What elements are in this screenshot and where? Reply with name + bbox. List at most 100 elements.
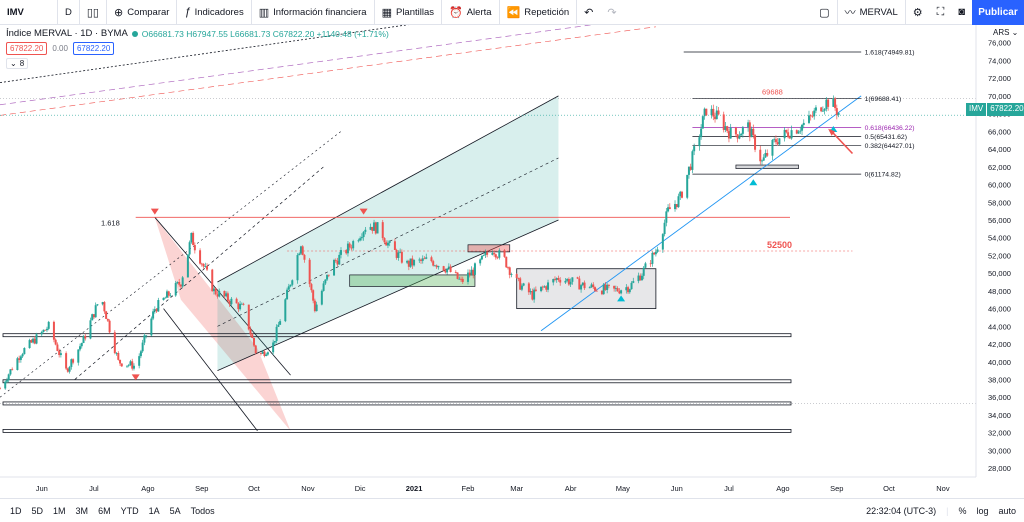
candle-body [801,124,804,131]
auto-toggle[interactable]: auto [998,505,1016,516]
candle-body [84,335,87,339]
candle-body [223,290,226,297]
candle-body [607,284,610,286]
fullscreen-button[interactable]: ⛶ [930,0,952,25]
range-button-ytd[interactable]: YTD [120,505,139,516]
time-tick-label: 2021 [406,484,423,493]
candle-body [237,303,240,310]
candle-body [345,250,348,254]
price-tick-label: 52,000 [988,251,1011,260]
price-tick-label: 28,000 [988,464,1011,473]
candle-body [680,191,683,198]
chart-style-button[interactable]: ▯▯ [80,0,107,25]
candle-body [557,278,560,280]
range-button-1a[interactable]: 1A [148,505,160,516]
candle-body [639,275,642,281]
alert-button[interactable]: ⏰ Alerta [442,0,500,25]
candle-body [265,354,268,357]
level-label-52500: 52500 [767,240,792,250]
function-icon: ƒ [184,6,191,18]
candle-body [701,116,704,129]
candle-body [204,266,207,267]
indicators-label: Indicadores [194,6,244,18]
financials-button[interactable]: ▥ Información financiera [252,0,375,25]
candle-body [444,270,447,273]
candle-body [286,289,289,300]
time-tick-label: Feb [462,484,475,493]
candle-body [299,246,302,254]
candle-body [235,298,238,304]
candle-body [425,257,428,259]
candle-body [821,110,824,112]
candle-body [352,241,355,249]
candle-body [764,153,767,158]
range-button-5a[interactable]: 5A [169,505,181,516]
layout-button[interactable]: ▢ [812,0,836,25]
interval-button[interactable]: D [58,0,80,25]
range-button-1m[interactable]: 1M [53,505,66,516]
templates-button[interactable]: ▦ Plantillas [375,0,443,25]
candle-body [665,211,668,223]
clock-label[interactable]: 22:32:04 (UTC-3) [866,505,937,516]
candle-body [115,352,118,354]
candle-body [132,365,135,369]
price-tick-label: 40,000 [988,358,1011,367]
candle-body [193,245,196,251]
candle-body [433,265,436,267]
chart-area[interactable]: 1.618 52500 1.618(74949.81) 1(69688.41) 0.61… [0,25,1024,498]
ask-pill[interactable]: 67822.20 [72,42,115,55]
candle-body [820,107,823,112]
candle-body [11,369,14,371]
candle-body [437,266,440,268]
range-button-6m[interactable]: 6M [98,505,111,516]
candle-body [45,328,48,331]
candle-body [359,238,362,241]
undo-button[interactable]: ↶ [577,0,600,25]
candle-body [832,98,835,107]
percent-toggle[interactable]: % [958,505,967,516]
legend-title: Índice MERVAL · 1D · BYMA [6,28,128,39]
price-tick-label: 36,000 [988,393,1011,402]
range-button-todos[interactable]: Todos [190,505,215,516]
candle-body [152,311,155,319]
time-tick-label: Oct [248,484,261,493]
range-button-3m[interactable]: 3M [75,505,89,516]
candle-body [9,369,12,375]
redo-button[interactable]: ↷ [600,0,623,25]
candle-body [162,297,165,301]
candle-body [461,278,464,282]
range-button-5d[interactable]: 5D [31,505,44,516]
candle-body [435,265,438,268]
candle-body [482,255,485,256]
range-button-1d[interactable]: 1D [10,505,22,516]
indicators-toggle[interactable]: ⌄ 8 [6,58,29,69]
price-tick-label: 66,000 [988,127,1011,136]
candle-body [16,358,19,371]
candle-body [505,256,508,268]
bid-pill[interactable]: 67822.20 [6,42,48,55]
log-toggle[interactable]: log [976,505,989,516]
candle-body [298,253,301,256]
replay-button[interactable]: ⏪ Repetición [500,0,578,25]
symbol-right-label: MERVAL [859,6,898,18]
symbol-search[interactable]: IMV [0,0,58,25]
currency-label[interactable]: ARS ⌄ [993,28,1018,37]
compare-button[interactable]: ⊕ Comparar [107,0,178,25]
indicators-button[interactable]: ƒ Indicadores [177,0,252,25]
down-arrow-marker [150,208,159,215]
candle-body [339,250,342,255]
candle-body [600,290,603,295]
snapshot-button[interactable]: ◙ [951,0,972,25]
dashed-trendline [74,166,324,380]
price-chart[interactable]: 1.618 52500 1.618(74949.81) 1(69688.41) 0.61… [0,25,1024,498]
up-arrow-marker [617,295,626,302]
candle-body [92,314,95,318]
candle-body [214,288,217,295]
publish-button[interactable]: Publicar [972,0,1024,25]
settings-button[interactable]: ⚙ [906,0,930,25]
candle-body [89,320,92,339]
undo-icon: ↶ [584,6,594,19]
symbol-right-button[interactable]: 〰 MERVAL [836,0,906,25]
candle-body [188,242,191,255]
candle-body [272,342,275,353]
